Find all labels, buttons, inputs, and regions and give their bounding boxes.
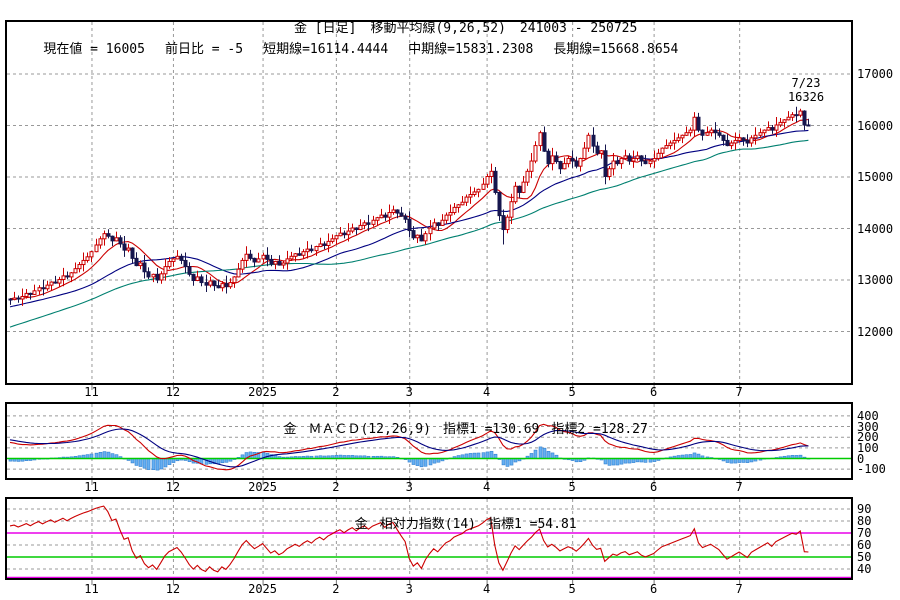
macd-panel-title: 金 ＭＡＣＤ(12,26,9) 指標1 =130.69 指標2 =128.27 <box>0 403 900 452</box>
axis-tick-label: 7 <box>735 385 743 399</box>
axis-tick-label: 12 <box>165 480 181 494</box>
axis-tick-label: 300 <box>857 419 879 434</box>
axis-tick-label: 11 <box>84 385 99 399</box>
axis-tick-label: 13000 <box>857 273 894 287</box>
rsi-panel-title: 金相対力指数(14) 指標1 =54.81 <box>0 498 900 547</box>
axis-tick-label: 6 <box>649 385 658 399</box>
axis-tick-label: 50 <box>857 550 872 564</box>
axis-tick-label: 3 <box>405 385 413 399</box>
price-candlestick-chart <box>5 20 853 390</box>
mid-ma-label: 中期線=15831.2308 <box>408 42 534 57</box>
current-value-label: 現在値 = 16005 <box>43 42 145 57</box>
rsi-ind1-label: 指標1 =54.81 <box>488 517 577 532</box>
axis-tick-label: 70 <box>857 526 872 540</box>
axis-tick-label: 2025 <box>248 480 277 494</box>
axis-tick-label: 60 <box>857 538 872 552</box>
ma-settings-label: 移動平均線(9,26,52) <box>370 21 506 36</box>
axis-tick-label: 2 <box>332 385 340 399</box>
macd-ind2-label: 指標2 =128.27 <box>551 422 648 437</box>
rsi-name-label: 相対力指数(14) <box>379 517 476 532</box>
macd-instrument-label: 金 <box>283 422 297 437</box>
axis-tick-label: 4 <box>482 582 491 596</box>
axis-tick-label: 90 <box>857 502 872 516</box>
axis-tick-label: 100 <box>857 440 879 455</box>
axis-tick-label: 4 <box>482 385 491 399</box>
axis-tick-label: 2025 <box>248 582 277 596</box>
chart-header: 金 [日足] 移動平均線(9,26,52) 241003 - 250725 <box>0 2 900 51</box>
day-change-label: 前日比 = -5 <box>164 42 244 57</box>
axis-tick-label: 7 <box>735 582 743 596</box>
axis-tick-label: 12000 <box>857 324 894 339</box>
axis-tick-label: 17000 <box>857 67 894 81</box>
macd-chart <box>5 402 853 485</box>
axis-tick-label: 4 <box>482 480 491 494</box>
axis-tick-label: 5 <box>568 385 576 399</box>
axis-tick-label: 0 <box>857 451 865 466</box>
axis-tick-label: 40 <box>857 562 872 576</box>
axis-tick-label: 2025 <box>248 385 277 399</box>
instrument-period-label: 金 [日足] <box>293 21 357 36</box>
axis-tick-label: 11 <box>84 480 99 494</box>
macd-name-label: ＭＡＣＤ(12,26,9) <box>308 422 431 437</box>
axis-tick-label: -100 <box>857 462 886 477</box>
axis-tick-label: 12 <box>165 385 181 399</box>
axis-tick-label: 6 <box>649 582 658 596</box>
quote-info-line: 現在値 = 16005 前日比 = -5 短期線=16114.4444 中期線=158… <box>12 23 698 72</box>
axis-tick-label: 5 <box>568 480 576 494</box>
rsi-instrument-label: 金 <box>354 517 368 532</box>
axis-tick-label: 6 <box>649 480 658 494</box>
axis-tick-label: 2 <box>332 480 340 494</box>
axis-tick-label: 200 <box>857 430 879 445</box>
axis-tick-label: 7 <box>735 480 743 494</box>
axis-tick-label: 11 <box>84 582 99 596</box>
axis-tick-label: 80 <box>857 514 872 528</box>
macd-ind1-label: 指標1 =130.69 <box>442 422 540 437</box>
long-ma-label: 長期線=15668.8654 <box>553 42 679 57</box>
axis-tick-label: 14000 <box>857 221 894 236</box>
rsi-chart <box>5 497 853 585</box>
peak-date: 7/23 <box>791 76 821 90</box>
axis-tick-label: 16000 <box>857 118 894 133</box>
axis-tick-label: 15000 <box>857 170 894 184</box>
peak-annotation: 7/23 16326 <box>778 76 834 104</box>
axis-tick-label: 12 <box>165 582 181 596</box>
axis-tick-label: 5 <box>568 582 576 596</box>
axis-tick-label: 400 <box>857 408 879 423</box>
axis-tick-label: 2 <box>332 582 340 596</box>
axis-tick-label: 3 <box>405 582 413 596</box>
date-range-label: 241003 - 250725 <box>519 21 638 36</box>
short-ma-label: 短期線=16114.4444 <box>263 42 389 57</box>
axis-tick-label: 3 <box>405 480 413 494</box>
peak-value: 16326 <box>787 90 825 104</box>
